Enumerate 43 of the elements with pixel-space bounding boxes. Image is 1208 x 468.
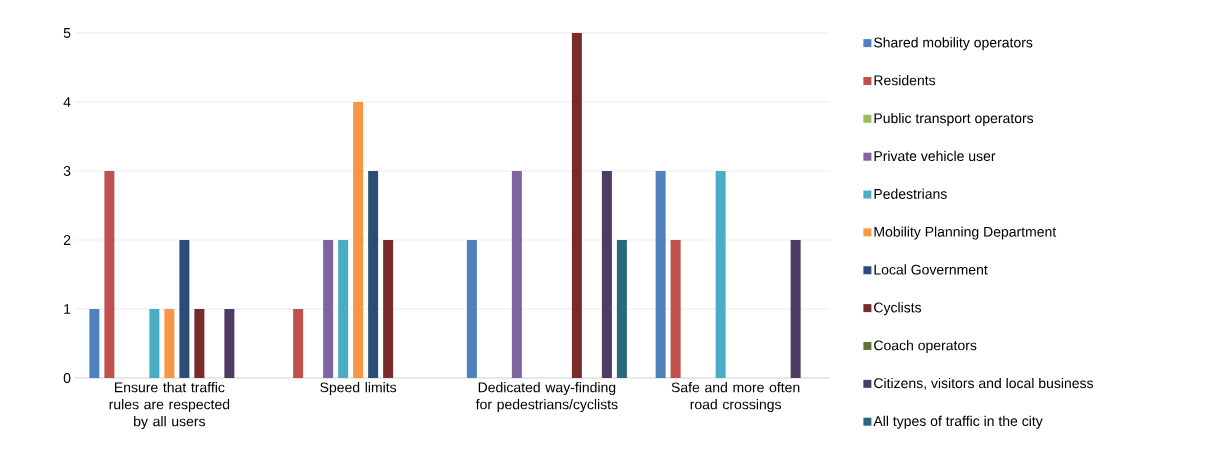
bar	[571, 33, 582, 378]
y-tick-label: 4	[63, 97, 71, 107]
bar	[655, 171, 666, 378]
legend-label: Mobility Planning Department	[874, 226, 1057, 240]
legend-label: Pedestrians	[874, 188, 947, 199]
bar	[293, 309, 304, 378]
bar	[149, 309, 160, 378]
legend-label: Coach operators	[874, 340, 977, 354]
bar	[179, 240, 190, 378]
bar	[601, 171, 612, 378]
x-tick-label: Speed limits	[320, 382, 397, 396]
y-tick-label: 2	[63, 235, 71, 245]
bar	[670, 240, 681, 378]
bar	[790, 240, 801, 378]
bar	[338, 240, 349, 378]
bar	[194, 309, 205, 378]
legend-label: All types of traffic in the city	[873, 415, 1043, 429]
bar	[104, 171, 115, 378]
legend-label: Public transport operators	[874, 112, 1034, 126]
legend-label: Residents	[874, 75, 936, 86]
bar	[511, 171, 522, 378]
legend-label: Cyclists	[874, 302, 922, 316]
bar	[224, 309, 235, 378]
bar	[164, 309, 175, 378]
legend-label: Private vehicle user	[874, 150, 996, 162]
x-tick-label: Dedicated way-finding for pedestrians/cyclists	[475, 382, 618, 413]
legend-label: Shared mobility operators	[874, 37, 1033, 51]
y-tick-label: 5	[63, 28, 71, 38]
legend-label: Local Government	[874, 264, 988, 275]
bar	[353, 102, 364, 378]
bar	[89, 309, 100, 378]
y-tick-label: 0	[63, 373, 71, 383]
y-tick-label: 1	[64, 304, 71, 314]
bar	[466, 240, 477, 378]
bar	[323, 240, 334, 378]
bar	[368, 171, 379, 378]
bar	[715, 171, 726, 378]
bar	[616, 240, 627, 378]
legend-label: Citizens, visitors and local business	[874, 377, 1094, 390]
x-tick-label: Safe and more often road crossings	[671, 382, 800, 413]
x-tick-label: Ensure that traffic rules are respected by all users	[109, 382, 230, 430]
bar	[383, 240, 394, 378]
y-tick-label: 3	[63, 166, 71, 176]
